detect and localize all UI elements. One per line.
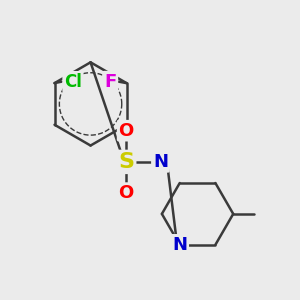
Text: O: O — [118, 184, 134, 202]
Text: N: N — [153, 153, 168, 171]
Text: N: N — [172, 236, 187, 254]
Text: S: S — [118, 152, 134, 172]
Text: Cl: Cl — [64, 73, 82, 91]
Text: F: F — [104, 73, 116, 91]
Text: O: O — [118, 122, 134, 140]
